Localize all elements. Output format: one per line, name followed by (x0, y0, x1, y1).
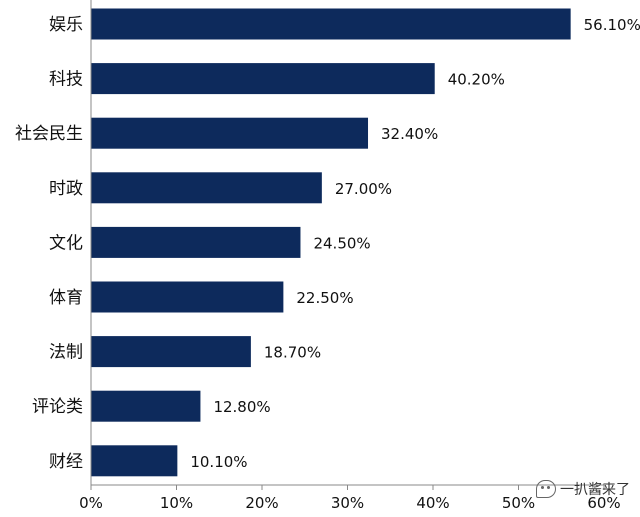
bar (91, 117, 369, 149)
category-label: 娱乐 (49, 15, 83, 35)
value-label: 18.70% (264, 344, 321, 362)
watermark-text: 一扒酱来了 (560, 482, 630, 498)
category-label: 评论类 (32, 397, 83, 417)
value-label: 22.50% (296, 289, 353, 307)
bar (91, 63, 435, 95)
bar (91, 172, 322, 204)
x-tick-label: 60% (587, 494, 620, 512)
bars-group (91, 8, 571, 477)
bar (91, 8, 571, 40)
value-label: 56.10% (584, 16, 640, 34)
bar (91, 390, 201, 422)
value-label: 32.40% (381, 125, 438, 143)
category-label: 体育 (49, 288, 83, 308)
category-label: 法制 (49, 343, 83, 363)
bar (91, 281, 284, 313)
x-tick-label: 40% (416, 494, 449, 512)
category-label: 财经 (49, 452, 83, 472)
value-label: 12.80% (213, 398, 270, 416)
x-tick-label: 50% (502, 494, 535, 512)
x-tick-label: 10% (160, 494, 193, 512)
x-tick-label: 20% (245, 494, 278, 512)
value-label: 40.20% (448, 71, 505, 89)
x-tick-label: 30% (331, 494, 364, 512)
value-labels: 56.10% 40.20% 32.40% 27.00% 24.50% 22.50% 18.7… (190, 16, 640, 471)
category-label: 时政 (49, 179, 83, 199)
x-axis: 0% 10% 20% 30% 40% 50% 60% (79, 0, 621, 512)
bar (91, 445, 178, 477)
bar (91, 336, 251, 368)
x-tick-label: 0% (79, 494, 103, 512)
value-label: 24.50% (313, 234, 370, 252)
category-label: 科技 (49, 70, 83, 90)
chat-bubble-icon (536, 480, 556, 498)
bar (91, 226, 301, 258)
category-label: 文化 (49, 233, 83, 253)
value-label: 10.10% (190, 453, 247, 471)
value-label: 27.00% (335, 180, 392, 198)
watermark: 一扒酱来了 (536, 479, 630, 499)
category-label: 社会民生 (15, 124, 83, 144)
